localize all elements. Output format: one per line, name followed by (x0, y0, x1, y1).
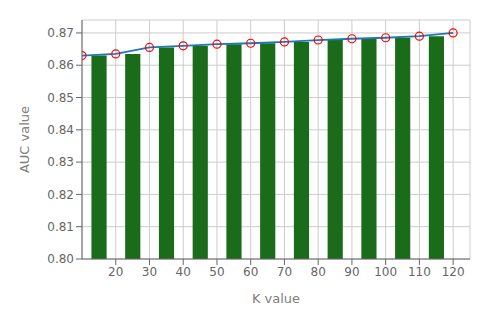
svg-text:20: 20 (108, 265, 123, 279)
svg-text:AUC value: AUC value (17, 106, 32, 173)
svg-text:50: 50 (209, 265, 224, 279)
svg-text:0.87: 0.87 (47, 26, 74, 40)
svg-text:40: 40 (176, 265, 191, 279)
svg-text:0.85: 0.85 (47, 91, 74, 105)
svg-text:80: 80 (311, 265, 326, 279)
svg-text:0.86: 0.86 (47, 58, 74, 72)
svg-text:100: 100 (374, 265, 397, 279)
svg-text:110: 110 (408, 265, 431, 279)
svg-text:120: 120 (442, 265, 465, 279)
svg-text:70: 70 (277, 265, 292, 279)
svg-text:K value: K value (252, 291, 300, 306)
svg-text:0.84: 0.84 (47, 123, 74, 137)
svg-text:0.81: 0.81 (47, 220, 74, 234)
svg-text:90: 90 (344, 265, 359, 279)
svg-text:0.83: 0.83 (47, 155, 74, 169)
svg-text:60: 60 (243, 265, 258, 279)
svg-text:0.82: 0.82 (47, 188, 74, 202)
svg-text:30: 30 (142, 265, 157, 279)
svg-text:0.80: 0.80 (47, 252, 74, 266)
